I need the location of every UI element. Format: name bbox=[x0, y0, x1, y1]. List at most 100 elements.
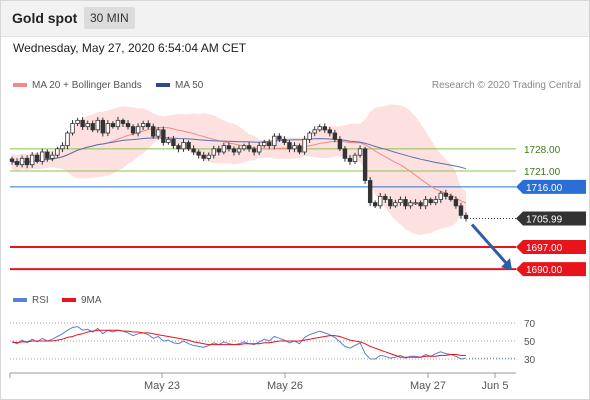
candle bbox=[55, 148, 60, 156]
candle bbox=[327, 129, 332, 134]
candle bbox=[292, 145, 297, 150]
candle bbox=[388, 199, 393, 207]
rsi-level-label-0: 70 bbox=[524, 319, 536, 330]
candle bbox=[19, 157, 25, 166]
copyright: Research © 2020 Trading Central bbox=[431, 80, 581, 91]
candle bbox=[413, 202, 418, 205]
legend-ma50: MA 50 bbox=[156, 80, 203, 91]
x-tick-may-26: May 26 bbox=[267, 380, 303, 392]
candle bbox=[135, 126, 141, 134]
candle bbox=[347, 157, 353, 162]
ma50-swatch bbox=[156, 83, 170, 88]
candle bbox=[95, 119, 100, 131]
candle bbox=[307, 132, 312, 140]
candle bbox=[191, 148, 196, 153]
candle bbox=[231, 148, 237, 153]
candle bbox=[166, 138, 171, 143]
ma20-label: MA 20 + Bollinger Bands bbox=[32, 80, 142, 91]
candle bbox=[438, 192, 443, 200]
candle bbox=[196, 151, 201, 156]
candle bbox=[90, 123, 95, 131]
candle bbox=[211, 148, 216, 156]
candle bbox=[24, 157, 30, 166]
current-price-label: 1705.99 bbox=[526, 215, 563, 226]
candle bbox=[65, 132, 70, 147]
legend-ma20: MA 20 + Bollinger Bands bbox=[13, 80, 142, 91]
candle bbox=[29, 154, 35, 166]
rsi-level-label-1: 50 bbox=[524, 337, 536, 348]
candle bbox=[398, 199, 403, 204]
level-label-4: 1690.00 bbox=[526, 265, 563, 276]
candle bbox=[156, 129, 161, 137]
candle bbox=[251, 148, 257, 153]
ma9-swatch bbox=[62, 298, 76, 303]
candle bbox=[105, 123, 111, 134]
candle bbox=[337, 138, 343, 150]
level-tag-3 bbox=[516, 240, 586, 254]
candle bbox=[9, 158, 15, 162]
legend-9ma: 9MA bbox=[62, 295, 102, 306]
candle bbox=[393, 202, 398, 207]
level-tag-2 bbox=[516, 179, 586, 194]
candle bbox=[145, 123, 151, 128]
level-label-1: 1721.00 bbox=[524, 167, 561, 178]
rsi-level-label-2: 30 bbox=[524, 355, 536, 366]
bollinger-band bbox=[12, 104, 466, 235]
candle bbox=[262, 142, 267, 147]
candle bbox=[282, 138, 287, 143]
candle bbox=[357, 148, 363, 156]
candle bbox=[125, 123, 131, 128]
candle bbox=[14, 161, 20, 166]
candle bbox=[236, 148, 242, 153]
candle bbox=[80, 119, 85, 128]
candle bbox=[378, 195, 383, 207]
x-tick-may-23: May 23 bbox=[144, 380, 180, 392]
candle bbox=[302, 138, 307, 153]
candle bbox=[151, 126, 156, 137]
candle bbox=[367, 180, 373, 204]
instrument-title: Gold spot bbox=[12, 10, 78, 26]
candle bbox=[332, 132, 338, 140]
candle bbox=[362, 148, 368, 181]
candle bbox=[70, 123, 75, 134]
legend-rsi: RSI bbox=[13, 295, 49, 306]
candle bbox=[297, 145, 302, 153]
rsi-swatch bbox=[13, 298, 27, 303]
candles bbox=[9, 116, 469, 222]
candle bbox=[161, 129, 166, 143]
candle bbox=[463, 214, 469, 219]
candle bbox=[423, 199, 428, 207]
candle bbox=[448, 195, 454, 200]
candle bbox=[458, 205, 464, 216]
candle bbox=[120, 119, 126, 124]
candle bbox=[140, 123, 146, 128]
candle bbox=[418, 202, 423, 207]
candle bbox=[287, 142, 292, 150]
forecast-arrow-shaft bbox=[470, 223, 510, 267]
candle bbox=[176, 145, 181, 150]
timestamp: Wednesday, May 27, 2020 6:54:04 AM CET bbox=[13, 41, 247, 55]
rsi-label: RSI bbox=[32, 295, 49, 306]
candle bbox=[181, 142, 186, 150]
candle bbox=[408, 202, 413, 207]
candle bbox=[383, 195, 388, 200]
rsi-line bbox=[11, 326, 467, 360]
candle bbox=[372, 202, 378, 207]
candle bbox=[75, 119, 80, 124]
candle bbox=[241, 145, 247, 150]
candle bbox=[322, 126, 327, 131]
timeframe-badge[interactable]: 30 MIN bbox=[84, 7, 135, 29]
candle bbox=[352, 154, 358, 162]
candle bbox=[85, 123, 90, 128]
candle bbox=[100, 119, 105, 134]
x-tick-jun-5: Jun 5 bbox=[482, 380, 509, 392]
ma9-label: 9MA bbox=[81, 295, 102, 306]
candle bbox=[433, 199, 438, 204]
candle bbox=[226, 145, 232, 150]
candle bbox=[115, 119, 121, 128]
candle bbox=[443, 192, 449, 197]
candle bbox=[277, 135, 282, 140]
ma50-label: MA 50 bbox=[175, 80, 204, 91]
candle bbox=[110, 123, 116, 128]
